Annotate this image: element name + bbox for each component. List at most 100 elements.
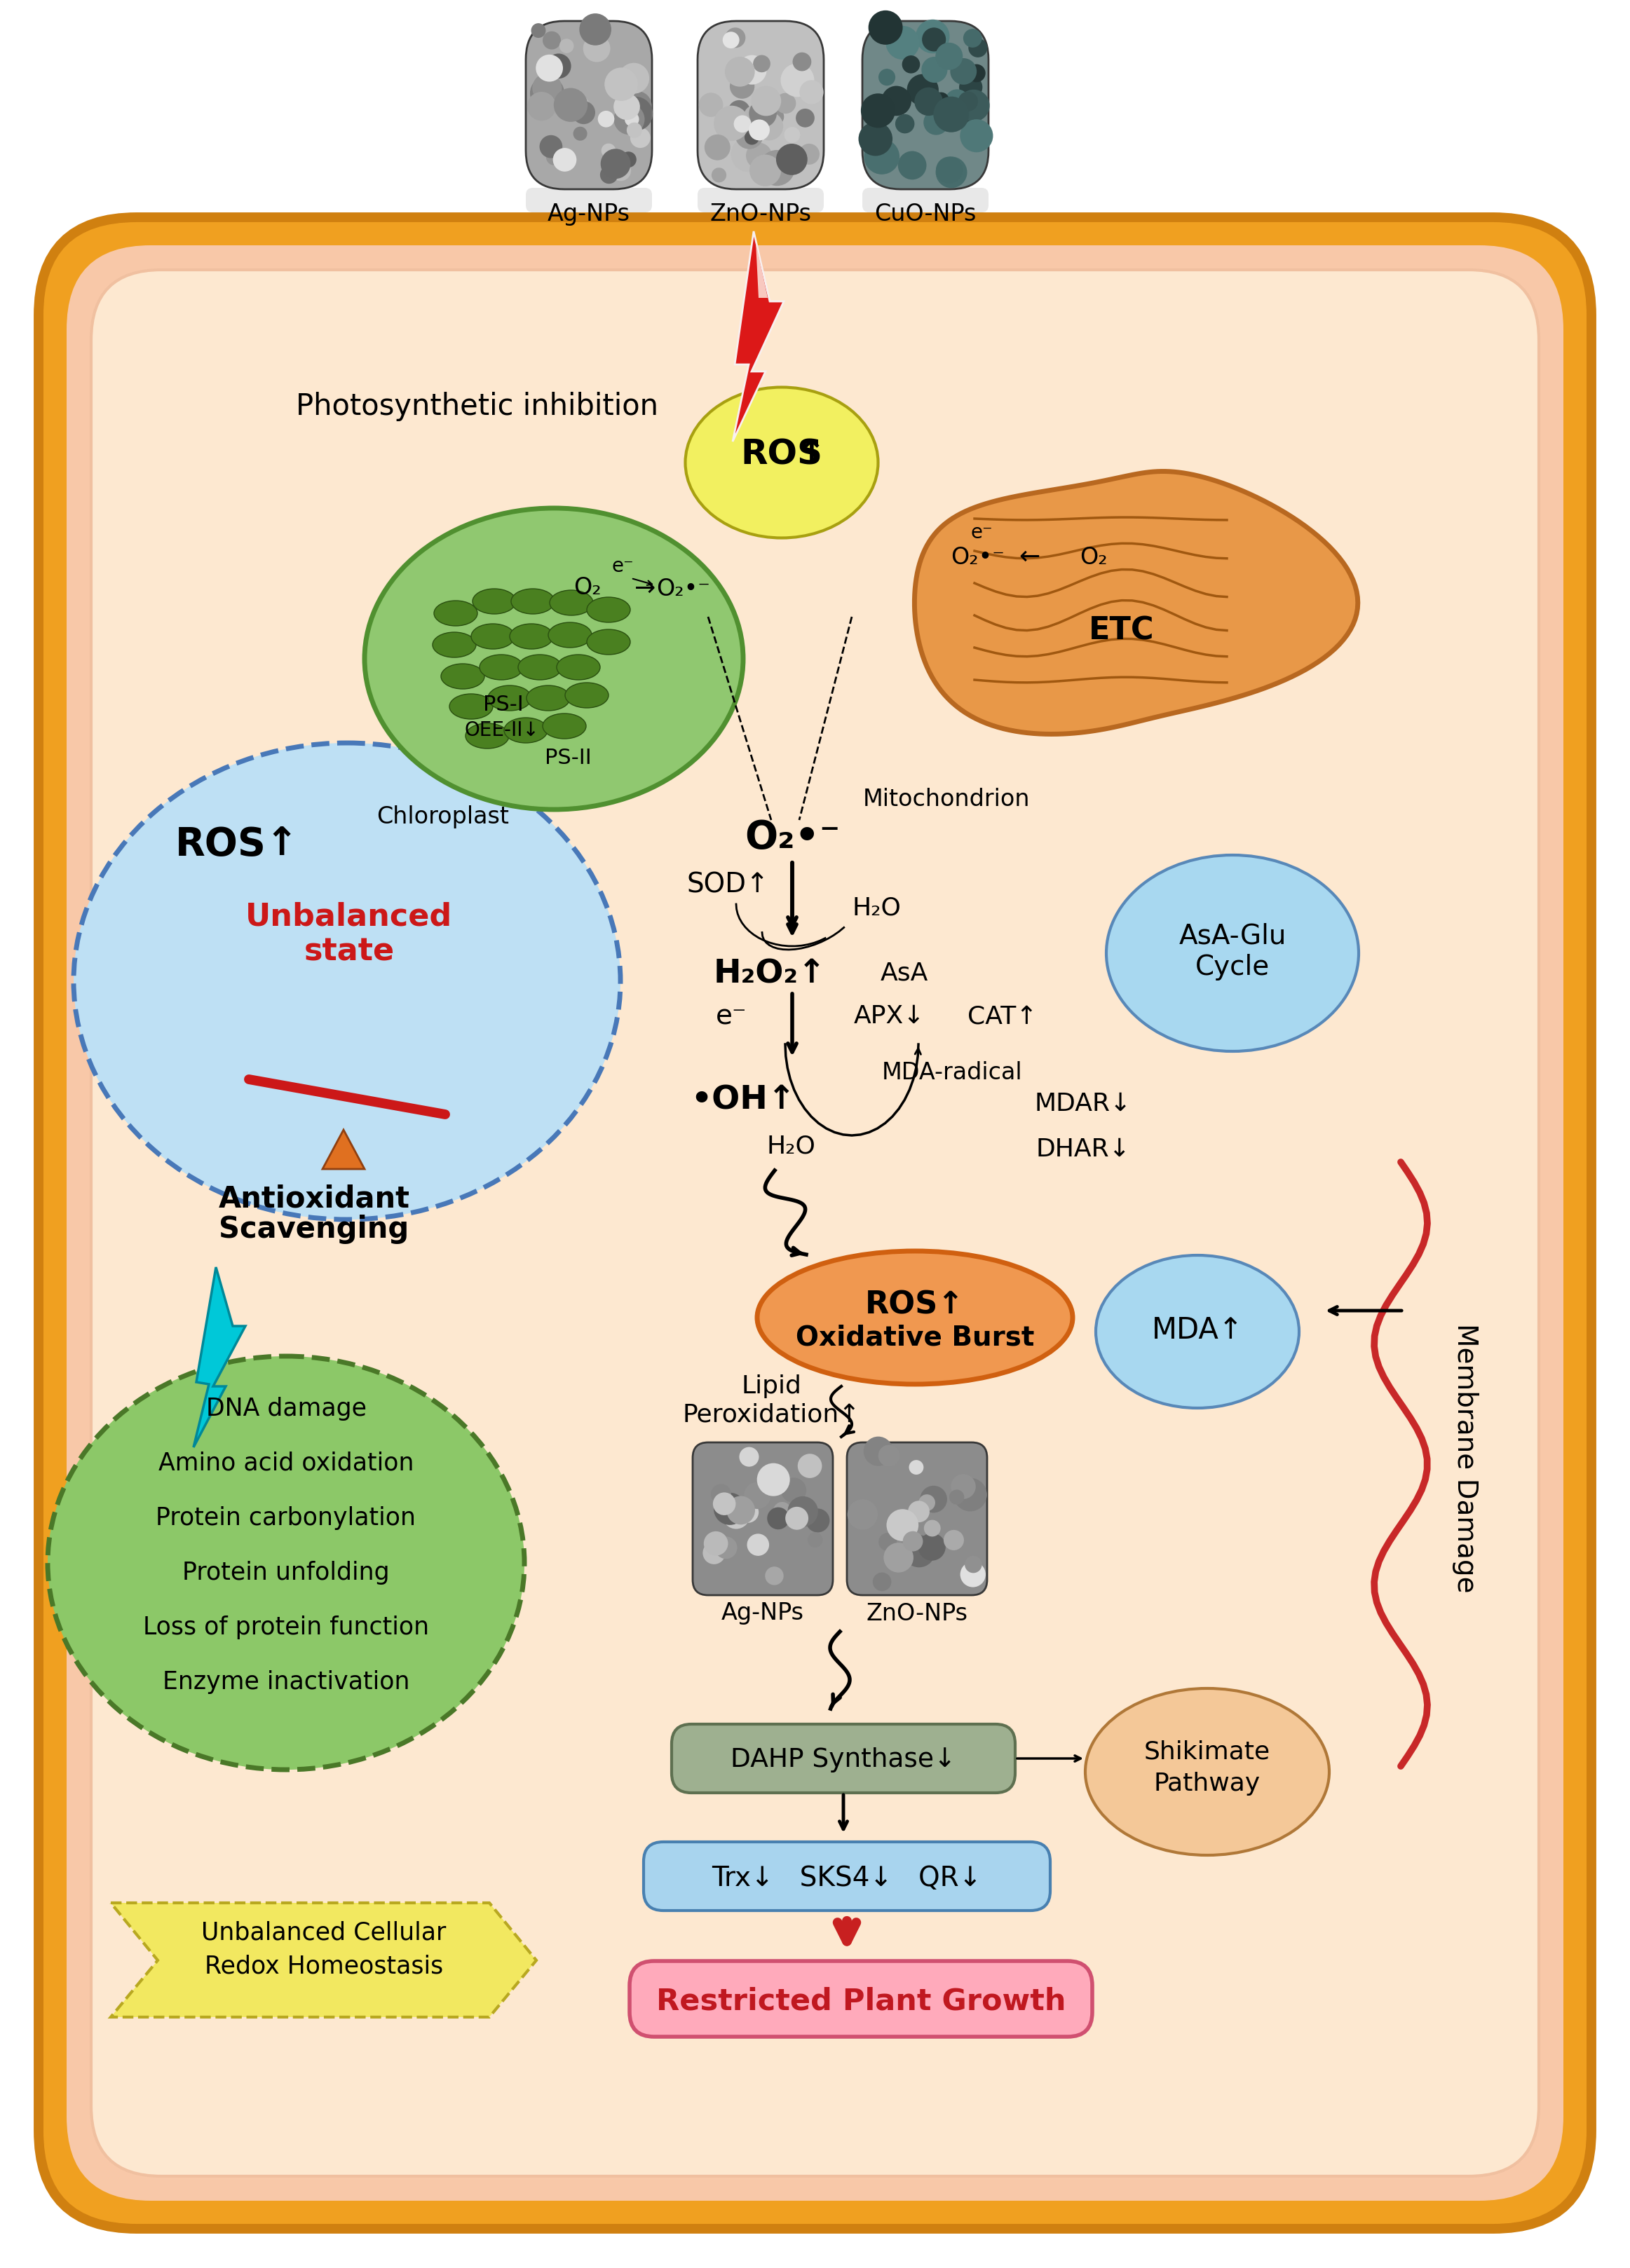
Text: Photosynthetic inhibition: Photosynthetic inhibition [295, 392, 659, 422]
Text: Redox Homeostasis: Redox Homeostasis [205, 1955, 443, 1978]
Circle shape [584, 34, 610, 61]
Text: PS-I: PS-I [482, 694, 523, 714]
Circle shape [936, 43, 963, 70]
Circle shape [618, 98, 652, 132]
Text: ETC: ETC [1089, 615, 1154, 646]
Circle shape [954, 1479, 986, 1510]
Ellipse shape [479, 655, 523, 680]
Text: Protein carbonylation: Protein carbonylation [156, 1506, 416, 1531]
Text: H₂O: H₂O [766, 1134, 815, 1159]
Circle shape [729, 100, 750, 122]
Circle shape [531, 23, 546, 39]
Circle shape [908, 1501, 929, 1522]
FancyBboxPatch shape [862, 20, 988, 188]
Circle shape [968, 39, 988, 57]
Ellipse shape [442, 665, 484, 689]
Circle shape [760, 150, 795, 186]
Circle shape [600, 150, 631, 179]
Circle shape [887, 1508, 919, 1542]
Circle shape [526, 91, 556, 120]
Circle shape [712, 1492, 735, 1515]
Polygon shape [323, 1129, 365, 1168]
Circle shape [756, 1463, 791, 1497]
Circle shape [934, 98, 970, 132]
Text: O₂•⁻: O₂•⁻ [950, 547, 1006, 569]
Text: e⁻: e⁻ [716, 1002, 747, 1030]
Text: Peroxidation↑: Peroxidation↑ [683, 1402, 861, 1427]
Circle shape [795, 109, 815, 127]
Circle shape [703, 1542, 725, 1565]
Circle shape [766, 107, 784, 127]
Circle shape [601, 143, 616, 159]
Circle shape [755, 111, 784, 141]
Text: Enzyme inactivation: Enzyme inactivation [163, 1669, 409, 1694]
Polygon shape [732, 231, 784, 442]
Text: Restricted Plant Growth: Restricted Plant Growth [655, 1987, 1066, 2016]
Text: AsA: AsA [880, 962, 929, 984]
Polygon shape [756, 243, 768, 297]
Ellipse shape [450, 694, 492, 719]
Ellipse shape [518, 655, 562, 680]
Circle shape [711, 1483, 732, 1504]
Circle shape [807, 1533, 823, 1547]
Circle shape [704, 134, 730, 161]
Circle shape [898, 152, 926, 179]
Circle shape [932, 93, 949, 109]
Circle shape [579, 14, 611, 45]
Ellipse shape [557, 655, 600, 680]
Circle shape [546, 150, 562, 166]
Circle shape [861, 93, 895, 127]
Ellipse shape [504, 717, 548, 744]
Text: ↑: ↑ [799, 438, 826, 469]
Circle shape [950, 113, 965, 129]
Text: ROS: ROS [740, 438, 823, 472]
Circle shape [727, 1497, 755, 1524]
FancyBboxPatch shape [644, 1842, 1050, 1910]
FancyBboxPatch shape [862, 188, 988, 213]
Circle shape [958, 75, 983, 100]
Text: Protein unfolding: Protein unfolding [183, 1560, 390, 1585]
Circle shape [747, 1533, 769, 1556]
Text: MDA-radical: MDA-radical [882, 1061, 1022, 1084]
Circle shape [610, 161, 631, 181]
Circle shape [781, 64, 815, 98]
Circle shape [960, 120, 993, 152]
Circle shape [864, 1436, 893, 1465]
Circle shape [533, 73, 562, 102]
Circle shape [737, 54, 766, 84]
Circle shape [901, 54, 919, 73]
Text: Shikimate: Shikimate [1144, 1740, 1270, 1765]
FancyBboxPatch shape [698, 20, 823, 188]
Circle shape [879, 68, 895, 86]
Ellipse shape [587, 596, 631, 621]
Text: Scavenging: Scavenging [218, 1216, 409, 1245]
Text: Unbalanced Cellular: Unbalanced Cellular [202, 1921, 447, 1946]
Circle shape [600, 166, 618, 184]
Circle shape [764, 1567, 784, 1585]
Circle shape [883, 1542, 913, 1572]
Circle shape [924, 109, 949, 136]
Circle shape [572, 102, 588, 118]
Text: H₂O₂↑: H₂O₂↑ [714, 959, 826, 989]
Circle shape [737, 1501, 758, 1522]
Circle shape [960, 1563, 986, 1588]
Circle shape [941, 102, 965, 127]
Text: MDA↑: MDA↑ [1152, 1315, 1244, 1345]
Text: ROS↑: ROS↑ [174, 826, 298, 864]
Text: e⁻: e⁻ [970, 524, 993, 542]
Circle shape [624, 111, 639, 127]
Circle shape [631, 127, 650, 147]
Text: O₂•⁻: O₂•⁻ [745, 819, 839, 857]
Circle shape [745, 129, 760, 145]
Circle shape [958, 91, 978, 111]
Circle shape [936, 156, 963, 184]
Text: OEE-II↓: OEE-II↓ [465, 721, 540, 739]
FancyBboxPatch shape [526, 188, 652, 213]
Circle shape [725, 57, 755, 86]
Circle shape [530, 77, 564, 111]
Circle shape [768, 1508, 789, 1529]
Circle shape [919, 1486, 947, 1513]
Text: Membrane Damage: Membrane Damage [1452, 1322, 1478, 1592]
Circle shape [924, 1520, 941, 1538]
Circle shape [903, 1535, 936, 1567]
